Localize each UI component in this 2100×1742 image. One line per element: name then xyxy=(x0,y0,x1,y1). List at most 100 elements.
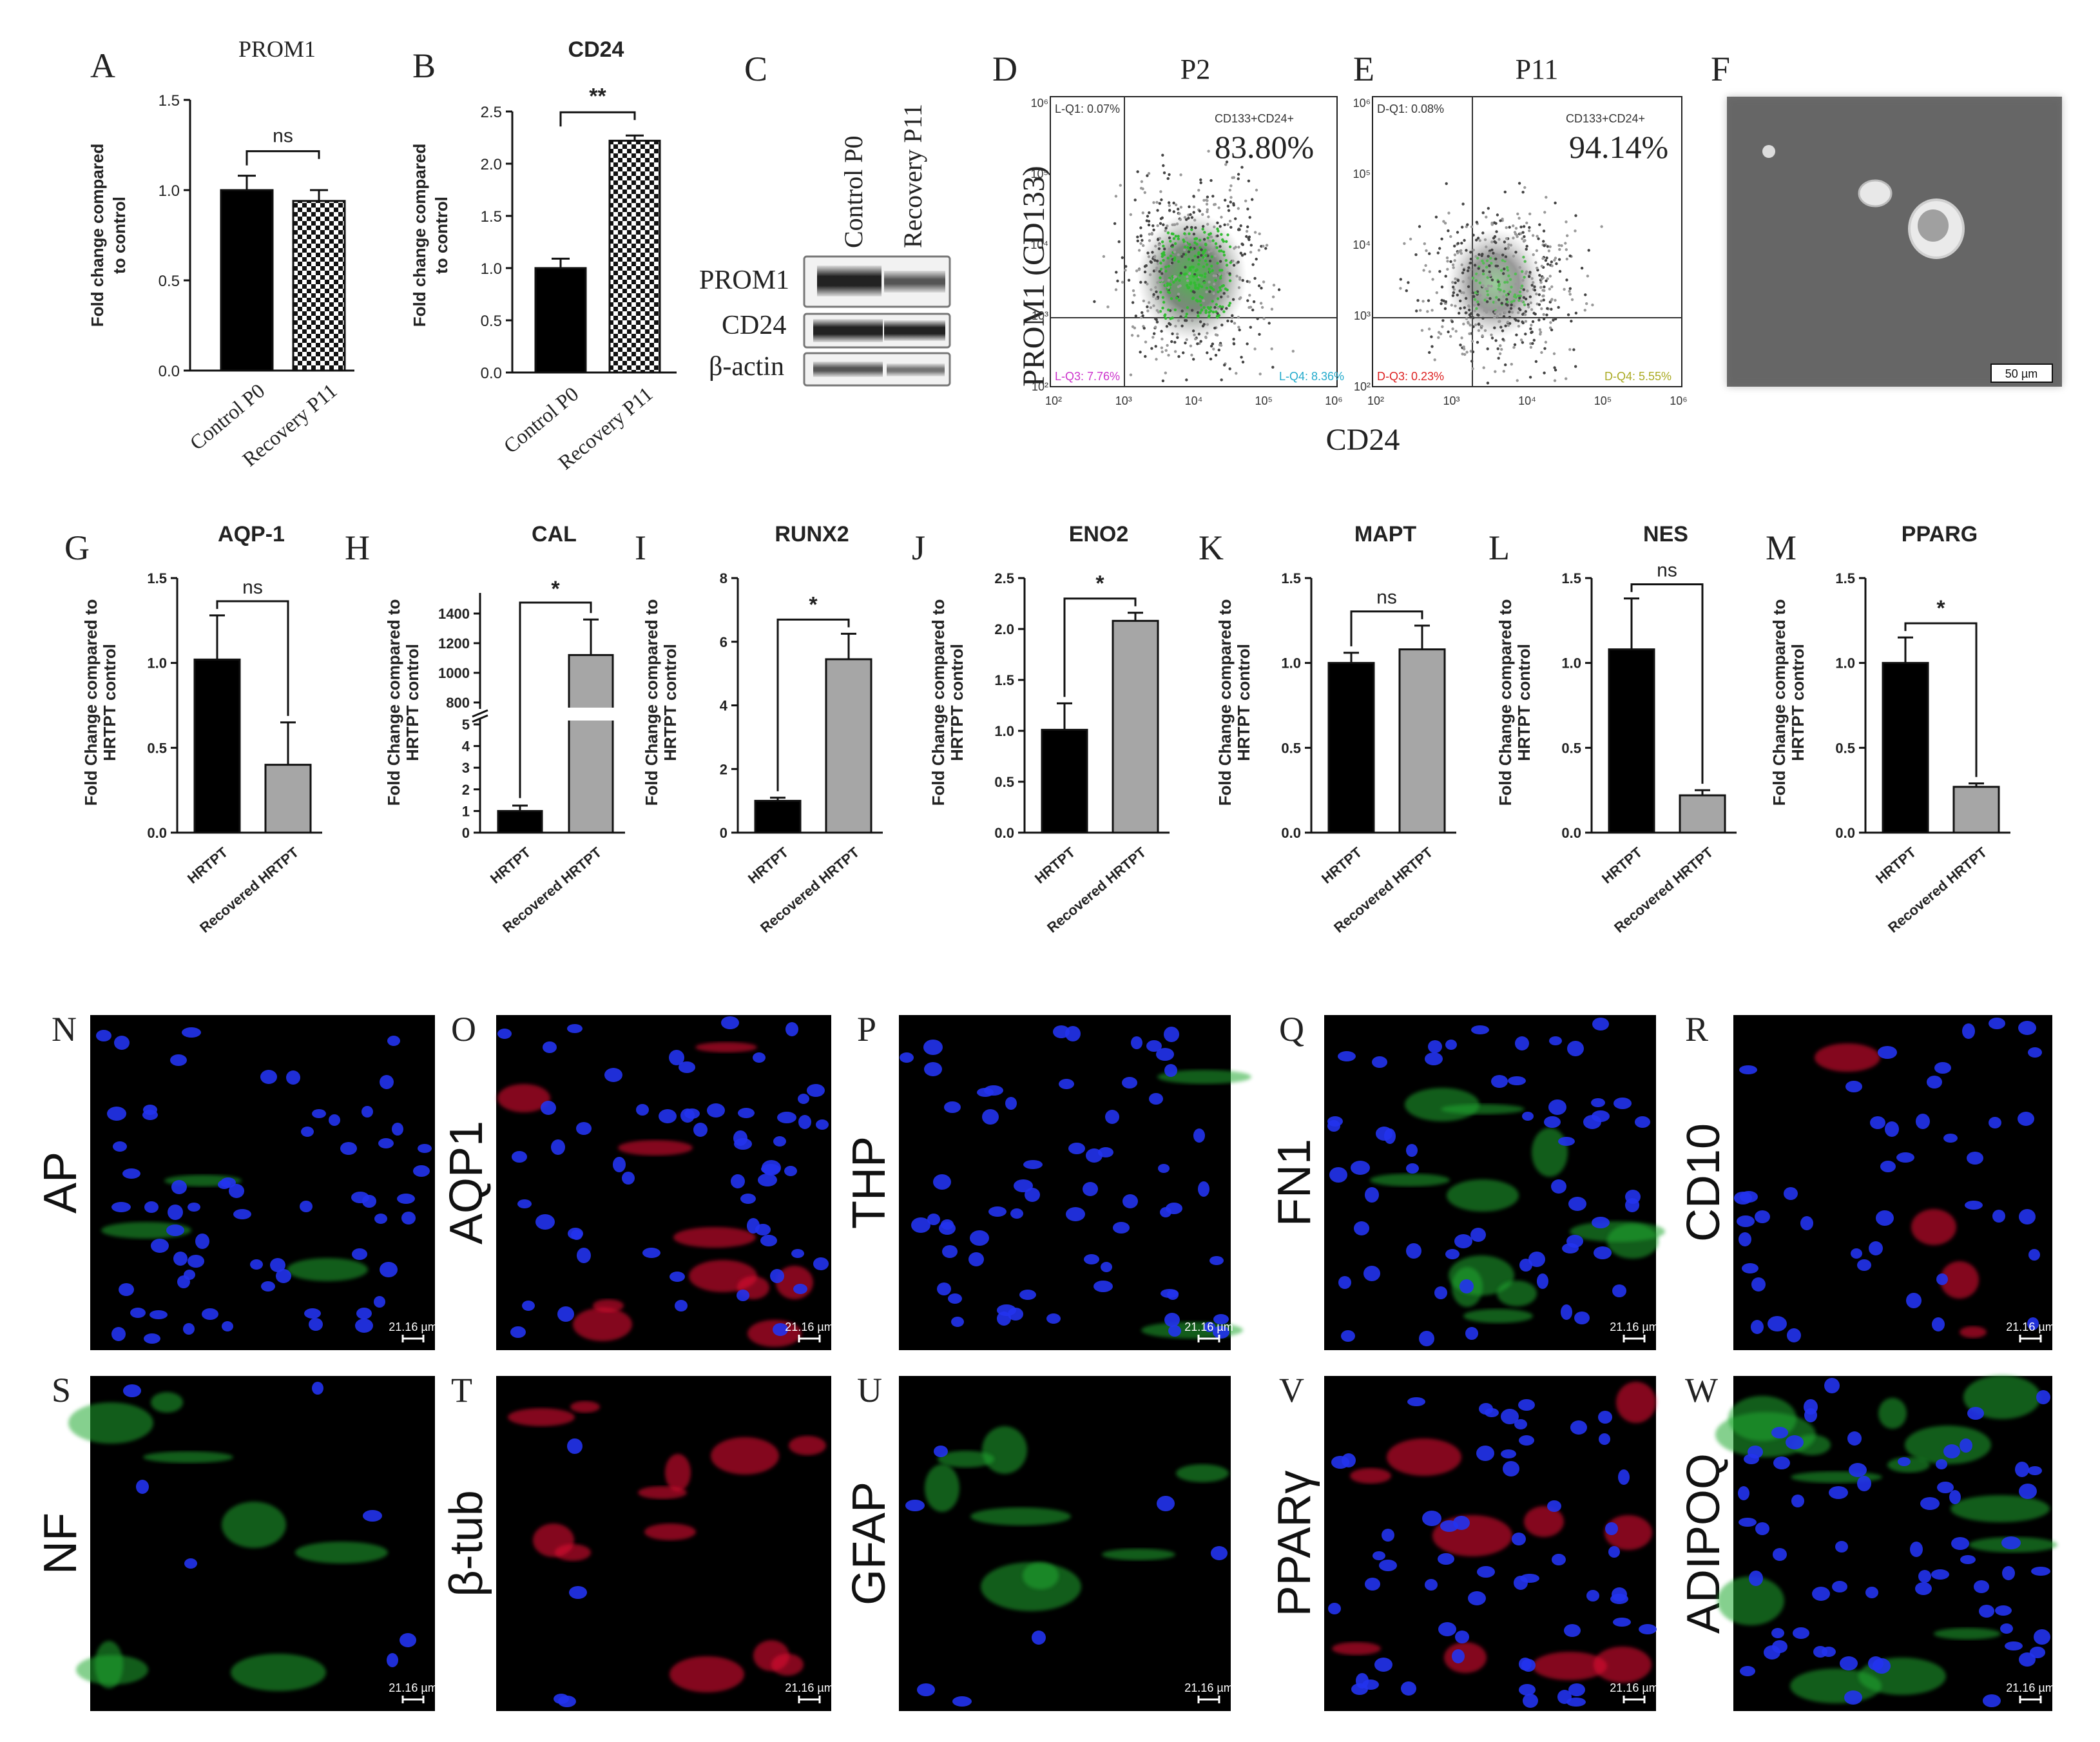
flow-event-dot xyxy=(1484,287,1488,291)
flow-event-dot xyxy=(1174,235,1178,238)
nucleus xyxy=(173,1252,188,1266)
nucleus xyxy=(301,1127,314,1137)
stain-red xyxy=(669,1656,744,1692)
cell-colony xyxy=(1908,198,1965,259)
panel-C-western-blot: C Control P0 Recovery P11 PROM1 CD24 β-a… xyxy=(699,50,951,387)
flow-event-dot xyxy=(1217,229,1220,233)
flow-event-dot xyxy=(1198,238,1202,242)
flow-event-dot xyxy=(1441,325,1444,329)
stain-red xyxy=(1940,1261,1979,1299)
flow-event-dot xyxy=(1183,232,1186,235)
nucleus xyxy=(1951,1537,1969,1550)
flow-event-dot xyxy=(1533,289,1537,292)
flow-event-dot xyxy=(1238,328,1241,332)
nucleus xyxy=(1156,1048,1174,1061)
flow-event-dot xyxy=(1437,331,1441,334)
nucleus xyxy=(1906,1293,1922,1308)
flow-event-dot xyxy=(1171,307,1174,311)
flow-event-dot xyxy=(1526,289,1529,293)
stain-red xyxy=(570,1401,600,1413)
flow-event-dot xyxy=(1447,211,1450,215)
nucleus xyxy=(380,1262,398,1277)
flow-event-dot xyxy=(1173,350,1177,353)
nucleus xyxy=(1005,1097,1017,1110)
nucleus xyxy=(1209,1256,1224,1265)
flow-event-dot xyxy=(1171,316,1174,320)
flow-event-dot xyxy=(1161,279,1164,282)
nucleus xyxy=(1468,1591,1486,1605)
scale-bar xyxy=(1197,1335,1220,1342)
nucleus xyxy=(1374,1658,1392,1672)
flow-event-dot xyxy=(1137,249,1141,252)
flow-event-dot xyxy=(1523,313,1527,316)
flow-event-dot xyxy=(1488,297,1492,300)
nucleus xyxy=(1365,1187,1379,1203)
flow-event-dot xyxy=(1548,287,1552,291)
nucleus xyxy=(1974,1580,1989,1593)
nucleus xyxy=(1865,1587,1878,1598)
nucleus xyxy=(1158,1164,1170,1173)
nucleus xyxy=(1164,1027,1179,1042)
flow-y-tick-label: 10⁶ xyxy=(1031,97,1048,110)
flow-event-dot xyxy=(1252,300,1256,304)
y-tick-label: 0.0 xyxy=(1835,825,1855,841)
flow-event-dot xyxy=(1488,264,1491,267)
flow-event-dot xyxy=(1557,258,1561,261)
flow-event-dot xyxy=(1271,365,1275,369)
flow-event-dot xyxy=(1155,358,1158,361)
significance-bracket xyxy=(519,601,592,798)
flow-event-dot xyxy=(1522,255,1525,259)
flow-event-dot xyxy=(1213,326,1217,330)
flow-event-dot xyxy=(1161,337,1164,341)
nucleus xyxy=(567,1024,583,1033)
y-tick-label: 0.0 xyxy=(147,825,167,841)
flow-event-dot xyxy=(1520,284,1524,287)
flow-event-dot xyxy=(1141,238,1144,242)
nucleus xyxy=(1613,1618,1631,1627)
flow-event-dot xyxy=(1186,306,1190,309)
flow-event-dot xyxy=(1136,239,1139,242)
flow-event-dot xyxy=(1558,247,1561,251)
flow-event-dot xyxy=(1206,351,1209,354)
flow-title-D: P2 xyxy=(1180,53,1210,85)
flow-event-dot xyxy=(1514,232,1517,236)
flow-event-dot xyxy=(1407,281,1410,284)
flow-event-dot xyxy=(1497,266,1500,270)
flow-event-dot xyxy=(1170,232,1174,235)
flow-event-dot xyxy=(1506,300,1509,304)
nucleus xyxy=(1455,1631,1469,1643)
flow-event-dot xyxy=(1179,218,1182,221)
flow-event-dot xyxy=(1204,311,1208,315)
flow-event-dot xyxy=(1503,311,1507,315)
flow-event-dot xyxy=(1508,226,1511,229)
flow-event-dot xyxy=(1494,241,1498,244)
flow-event-dot xyxy=(1453,244,1456,247)
marker-label: PPARγ xyxy=(1269,1471,1320,1617)
y-tick-label: 2.5 xyxy=(481,104,502,121)
flow-event-dot xyxy=(1476,341,1479,344)
panel-label-G: G xyxy=(64,528,90,567)
flow-event-dot xyxy=(1519,226,1523,229)
nucleus xyxy=(1558,1137,1575,1146)
flow-event-dot xyxy=(1465,317,1469,320)
panel-label-N: N xyxy=(52,1010,77,1049)
nucleus xyxy=(1564,1624,1581,1637)
panel-label-F: F xyxy=(1711,50,1730,88)
nucleus xyxy=(374,1214,387,1224)
flow-event-dot xyxy=(1462,291,1465,295)
nucleus xyxy=(1327,1116,1343,1127)
flow-event-dot xyxy=(1450,304,1453,307)
flow-event-dot xyxy=(1204,272,1207,276)
stain-green xyxy=(1370,1174,1450,1186)
flow-event-dot xyxy=(1133,198,1137,202)
blot-row-bactin: β-actin xyxy=(709,352,784,382)
stain-green xyxy=(982,1426,1027,1474)
flow-event-dot xyxy=(1197,262,1200,266)
flow-event-dot xyxy=(1163,314,1166,318)
flow-event-dot xyxy=(1190,353,1193,357)
nucleus xyxy=(1898,1457,1911,1466)
scale-bar xyxy=(798,1335,821,1342)
flow-event-dot xyxy=(1522,240,1526,243)
